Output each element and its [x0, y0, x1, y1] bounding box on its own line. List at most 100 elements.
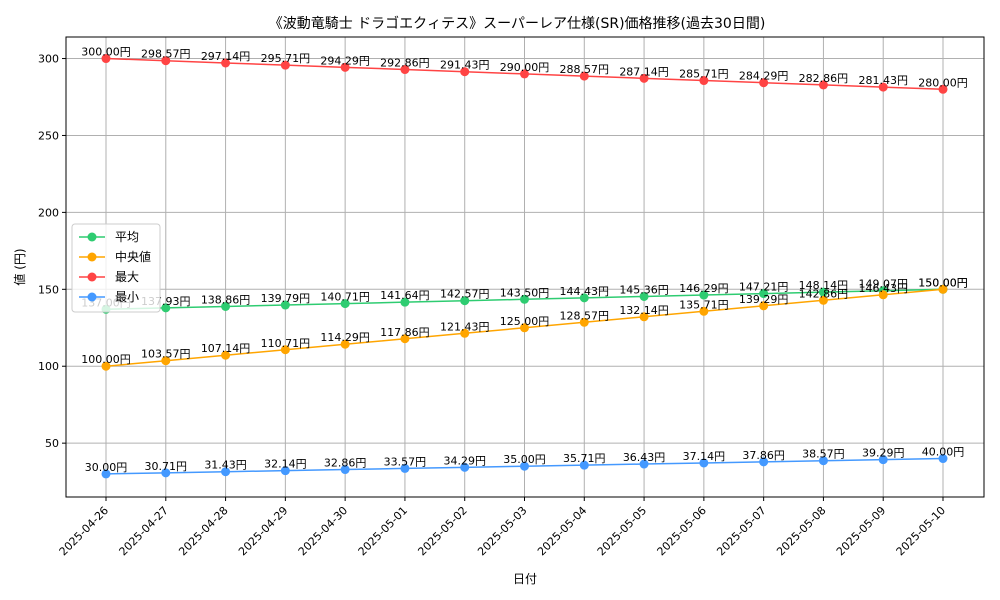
data-label: 139.29円: [739, 293, 789, 306]
data-label: 32.14円: [264, 458, 307, 471]
data-label: 284.29円: [739, 70, 789, 83]
data-point: [639, 459, 649, 469]
x-tick-label: 2025-05-05: [595, 504, 649, 558]
data-point: [520, 69, 529, 79]
data-point: [579, 71, 589, 81]
data-point: [400, 297, 410, 307]
data-point: [818, 287, 828, 297]
data-point: [340, 339, 350, 349]
data-label: 38.57円: [802, 448, 845, 461]
x-tick-label: 2025-05-08: [774, 504, 828, 558]
data-label: 295.71円: [261, 52, 311, 65]
data-point: [221, 58, 231, 68]
data-point: [161, 356, 171, 366]
data-label: 30.00円: [85, 461, 128, 474]
data-label: 110.71円: [261, 337, 311, 350]
grid-layer: [66, 37, 984, 497]
data-point: [221, 350, 231, 360]
data-point: [101, 54, 111, 64]
data-point: [818, 295, 828, 305]
x-tick-label: 2025-05-02: [415, 504, 469, 558]
data-point: [579, 460, 589, 470]
data-point: [400, 334, 410, 344]
data-label: 132.14円: [619, 304, 669, 317]
data-point: [280, 300, 290, 310]
data-label: 32.86円: [324, 457, 367, 470]
data-label: 298.57円: [141, 48, 191, 61]
data-label: 281.43円: [858, 74, 908, 87]
y-axis-ticks: 50 100 150 200 250 300: [38, 53, 66, 450]
data-label: 40.00円: [922, 446, 965, 459]
data-point: [818, 80, 828, 90]
data-label: 291.43円: [440, 59, 490, 72]
data-point: [400, 65, 410, 75]
data-label: 31.43円: [204, 459, 247, 472]
x-tick-label: 2025-04-27: [117, 504, 171, 558]
data-label: 147.21円: [739, 281, 789, 294]
data-label: 150.00円: [918, 276, 968, 289]
data-point: [699, 76, 709, 86]
data-point: [938, 84, 948, 94]
data-label: 288.57円: [560, 63, 610, 76]
data-label: 145.36円: [619, 283, 669, 296]
y-tick-label: 250: [38, 129, 59, 142]
data-label: 37.14円: [683, 450, 726, 463]
data-point: [460, 328, 470, 338]
x-tick-label: 2025-05-04: [535, 504, 589, 558]
data-point: [699, 290, 709, 300]
data-point: [460, 462, 470, 472]
x-tick-label: 2025-04-30: [296, 504, 350, 558]
data-point: [460, 67, 470, 77]
data-point: [221, 301, 231, 311]
data-point: [221, 467, 231, 477]
data-point: [759, 457, 769, 467]
data-label: 150.00円: [918, 276, 968, 289]
legend-label: 最小: [115, 290, 139, 304]
data-label: 33.57円: [384, 455, 427, 468]
data-point: [938, 284, 948, 294]
legend-label: 平均: [115, 230, 139, 244]
data-label: 285.71円: [679, 68, 729, 81]
series-layer: [101, 54, 948, 479]
data-point: [579, 317, 589, 327]
data-point: [878, 455, 888, 465]
x-axis-ticks: 2025-04-26 2025-04-27 2025-04-28 2025-04-29…: [57, 497, 948, 558]
x-tick-label: 2025-05-09: [834, 504, 888, 558]
data-label: 35.71円: [563, 452, 606, 465]
data-point: [639, 291, 649, 301]
data-label: 297.14円: [201, 50, 251, 63]
data-point: [699, 306, 709, 316]
data-label: 294.29円: [320, 54, 370, 67]
data-label: 135.71円: [679, 298, 729, 311]
legend-marker: [87, 272, 97, 282]
legend-box: [71, 223, 161, 313]
data-label: 148.14円: [799, 279, 849, 292]
y-tick-label: 100: [38, 360, 59, 373]
x-tick-label: 2025-05-06: [655, 504, 709, 558]
data-point: [878, 290, 888, 300]
x-tick-label: 2025-05-03: [475, 504, 529, 558]
data-label: 149.07円: [858, 278, 908, 291]
data-point: [340, 299, 350, 309]
data-point: [520, 294, 529, 304]
data-label: 144.43円: [560, 285, 610, 298]
data-point: [161, 303, 171, 313]
data-label: 287.14円: [619, 65, 669, 78]
y-tick-label: 200: [38, 206, 59, 219]
data-point: [938, 454, 948, 464]
data-point: [759, 78, 769, 88]
x-tick-label: 2025-05-10: [894, 504, 948, 558]
data-label: 142.86円: [799, 287, 849, 300]
x-tick-label: 2025-04-29: [236, 504, 290, 558]
data-label: 292.86円: [380, 57, 430, 70]
data-label: 140.71円: [320, 291, 370, 304]
data-label: 146.29円: [679, 282, 729, 295]
data-label: 35.00円: [503, 453, 546, 466]
data-label: 36.43円: [623, 451, 666, 464]
data-label: 121.43円: [440, 320, 490, 333]
data-point: [639, 312, 649, 322]
data-point: [101, 361, 111, 371]
data-label: 107.14円: [201, 342, 251, 355]
